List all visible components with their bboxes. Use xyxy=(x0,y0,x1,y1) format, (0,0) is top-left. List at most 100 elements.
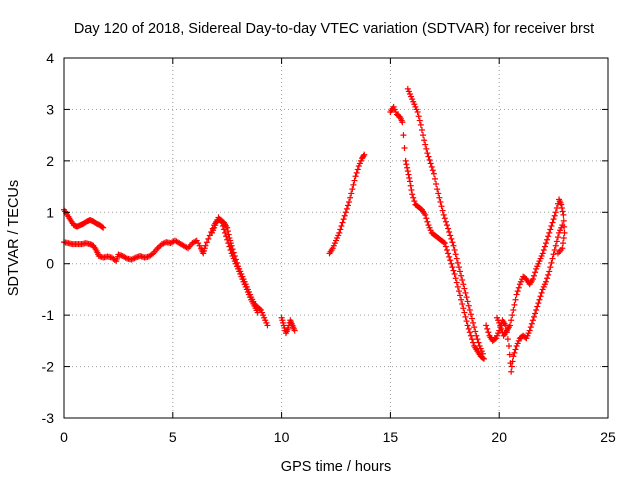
data-point xyxy=(422,211,429,218)
data-point xyxy=(400,132,407,139)
data-point xyxy=(430,170,437,177)
data-point xyxy=(544,275,551,282)
data-point xyxy=(462,313,469,320)
data-point xyxy=(457,292,464,299)
data-point xyxy=(546,229,553,236)
data-point xyxy=(535,300,542,307)
data-point xyxy=(506,351,513,358)
y-tick-label: 2 xyxy=(46,153,54,169)
data-point xyxy=(418,127,425,133)
data-point xyxy=(401,145,408,151)
data-point xyxy=(223,233,230,240)
data-point xyxy=(469,336,475,343)
data-point xyxy=(532,310,539,317)
data-point xyxy=(560,235,567,241)
data-point xyxy=(547,226,554,233)
data-point xyxy=(550,216,557,223)
data-point xyxy=(405,171,412,178)
data-point xyxy=(344,202,351,209)
data-point xyxy=(450,242,457,249)
data-point xyxy=(453,279,460,286)
data-point xyxy=(508,363,515,370)
data-point xyxy=(561,229,568,236)
chart-title: Day 120 of 2018, Sidereal Day-to-day VTE… xyxy=(74,21,594,37)
y-tick-label: 1 xyxy=(46,204,54,220)
data-point xyxy=(509,358,516,365)
data-point xyxy=(416,117,423,124)
data-point xyxy=(436,194,443,201)
data-point xyxy=(343,205,350,212)
data-point xyxy=(554,250,561,257)
data-point xyxy=(547,264,554,271)
data-point xyxy=(464,298,471,305)
y-tick-label: 4 xyxy=(46,50,54,66)
axis-ticks xyxy=(63,57,609,419)
data-point xyxy=(552,209,559,216)
data-point xyxy=(404,168,411,175)
data-point xyxy=(340,216,347,223)
data-point xyxy=(459,277,466,283)
data-point xyxy=(448,260,455,267)
data-point xyxy=(536,296,543,303)
data-point xyxy=(548,259,555,266)
data-point xyxy=(451,247,458,253)
data-point xyxy=(529,276,536,283)
data-point xyxy=(360,152,367,159)
data-point xyxy=(402,157,409,164)
data-point xyxy=(542,278,549,285)
series-second-branch-early xyxy=(208,214,261,316)
data-point xyxy=(202,242,209,249)
data-point xyxy=(514,288,521,295)
data-point xyxy=(427,160,434,167)
data-point xyxy=(548,223,555,229)
y-tick-label: -3 xyxy=(42,410,55,426)
data-point xyxy=(353,169,360,176)
data-point xyxy=(445,225,452,232)
data-point xyxy=(471,324,478,331)
data-point xyxy=(507,322,514,329)
data-point xyxy=(442,243,449,250)
data-point xyxy=(534,303,541,310)
data-point xyxy=(554,234,561,241)
data-point xyxy=(407,182,414,189)
data-point xyxy=(480,355,487,362)
x-tick-label: 20 xyxy=(491,429,507,445)
data-point xyxy=(435,190,442,197)
data-point xyxy=(432,175,439,182)
data-point xyxy=(441,215,448,222)
data-point xyxy=(426,157,433,163)
data-point xyxy=(203,239,210,246)
y-tick-label: -2 xyxy=(42,359,55,375)
data-point xyxy=(466,329,473,336)
data-point xyxy=(348,190,355,197)
x-tick-label: 15 xyxy=(383,429,399,445)
data-point xyxy=(411,198,418,205)
data-point xyxy=(544,236,551,243)
data-point xyxy=(540,247,547,253)
data-point xyxy=(508,317,515,324)
data-point xyxy=(454,283,461,290)
data-point xyxy=(559,208,566,215)
data-point xyxy=(458,296,465,303)
data-point xyxy=(447,257,454,264)
data-point xyxy=(414,109,421,115)
data-point xyxy=(461,309,468,316)
data-point xyxy=(510,307,517,313)
data-point xyxy=(425,153,432,160)
data-point xyxy=(429,167,436,174)
data-point xyxy=(224,224,231,231)
data-point xyxy=(515,284,522,291)
data-point xyxy=(560,217,567,224)
data-point xyxy=(455,288,462,295)
data-point xyxy=(439,207,446,214)
data-point xyxy=(529,317,536,324)
data-point xyxy=(352,173,359,180)
data-point xyxy=(466,307,473,313)
data-point xyxy=(454,259,461,266)
data-point xyxy=(463,294,470,301)
data-point xyxy=(537,293,544,300)
data-point xyxy=(464,322,471,329)
data-point xyxy=(338,223,345,229)
x-tick-label: 25 xyxy=(600,429,616,445)
data-point xyxy=(406,178,413,185)
